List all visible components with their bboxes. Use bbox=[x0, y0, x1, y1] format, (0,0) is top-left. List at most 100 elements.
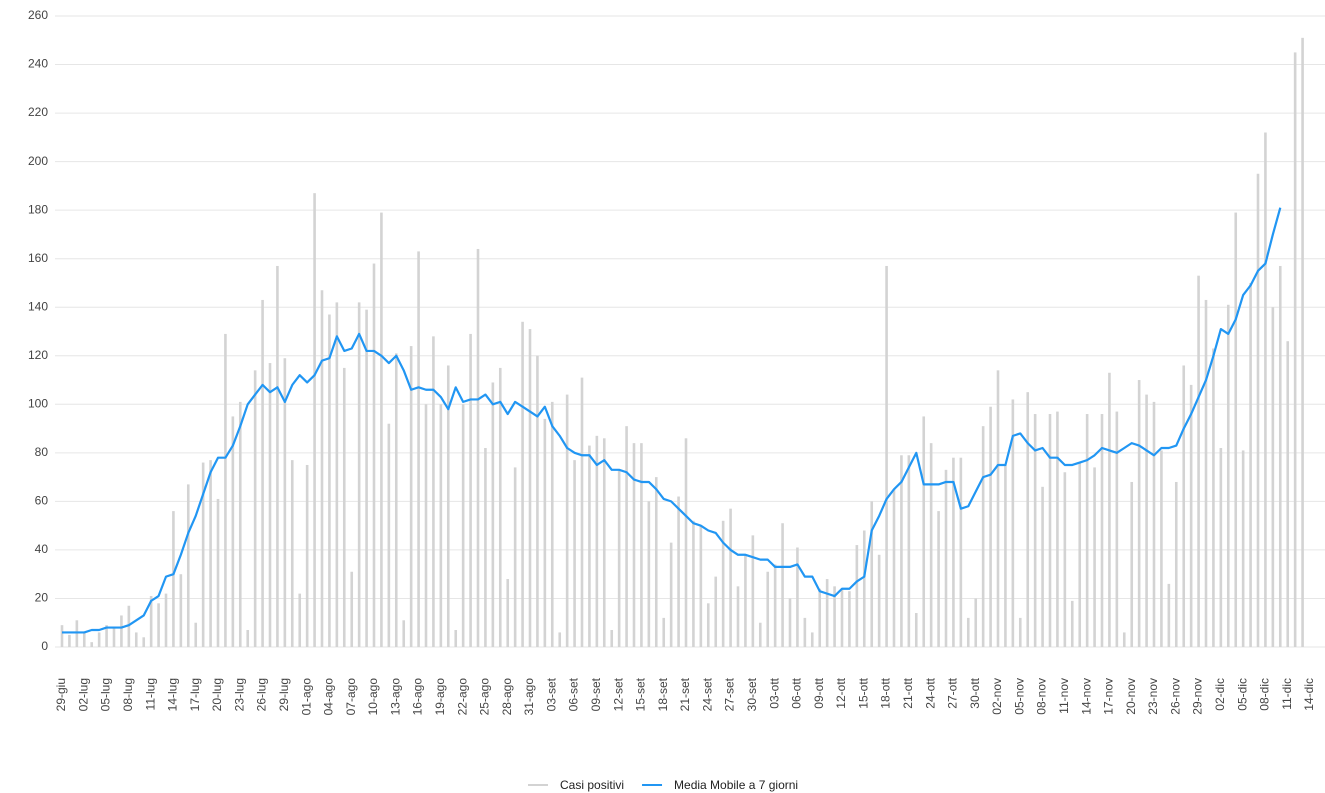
y-tick-label: 120 bbox=[28, 348, 48, 362]
bar bbox=[105, 625, 108, 647]
x-tick-label: 26-lug bbox=[255, 678, 269, 711]
x-tick-label: 05-dic bbox=[1235, 678, 1249, 711]
bar bbox=[476, 248, 480, 647]
bar bbox=[900, 455, 903, 647]
bar bbox=[580, 377, 584, 647]
bar bbox=[1226, 304, 1230, 647]
bar bbox=[855, 545, 859, 647]
bar bbox=[491, 382, 495, 647]
bar bbox=[974, 598, 978, 647]
bar bbox=[773, 564, 777, 647]
bar bbox=[729, 508, 732, 647]
x-tick-label: 05-nov bbox=[1012, 678, 1026, 715]
x-tick-label: 28-ago bbox=[500, 678, 514, 716]
bar bbox=[82, 632, 86, 647]
y-tick-label: 20 bbox=[35, 591, 49, 605]
x-tick-label: 14-dic bbox=[1302, 678, 1316, 711]
x-tick-label: 15-set bbox=[634, 677, 648, 711]
bar bbox=[253, 370, 257, 647]
legend-label: Media Mobile a 7 giorni bbox=[674, 778, 798, 792]
y-tick-label: 240 bbox=[28, 57, 48, 71]
x-tick-label: 13-ago bbox=[388, 678, 402, 716]
y-tick-label: 200 bbox=[28, 154, 48, 168]
x-tick-label: 19-ago bbox=[433, 678, 447, 716]
bar bbox=[937, 511, 940, 647]
x-tick-label: 20-lug bbox=[210, 678, 224, 711]
bar bbox=[1115, 411, 1119, 647]
bar bbox=[959, 457, 963, 647]
bar bbox=[97, 632, 101, 647]
bar bbox=[1286, 341, 1290, 647]
x-tick-label: 31-ago bbox=[522, 678, 536, 716]
y-tick-label: 220 bbox=[28, 105, 48, 119]
bar bbox=[179, 574, 183, 647]
bar bbox=[588, 445, 591, 647]
bar bbox=[1256, 173, 1260, 647]
bar bbox=[885, 265, 888, 647]
x-tick-label: 29-nov bbox=[1191, 678, 1205, 715]
x-tick-label: 17-lug bbox=[188, 678, 202, 711]
bar bbox=[1018, 617, 1022, 647]
x-tick-label: 23-lug bbox=[232, 678, 246, 711]
x-tick-label: 15-ott bbox=[856, 677, 870, 708]
bar bbox=[1189, 384, 1193, 647]
bar bbox=[172, 511, 175, 647]
line bbox=[62, 207, 1282, 634]
x-tick-label: 18-set bbox=[656, 677, 670, 711]
y-tick-label: 260 bbox=[28, 8, 48, 22]
x-tick-label: 24-set bbox=[700, 677, 714, 711]
bar bbox=[469, 333, 472, 647]
bar bbox=[365, 309, 368, 647]
bar bbox=[439, 404, 443, 647]
bar bbox=[380, 212, 383, 648]
bar bbox=[602, 438, 606, 647]
bar bbox=[313, 193, 316, 647]
bar bbox=[654, 477, 658, 647]
bar bbox=[446, 365, 450, 647]
bar bbox=[922, 416, 926, 647]
bar bbox=[75, 620, 79, 647]
x-tick-label: 17-nov bbox=[1102, 678, 1116, 715]
y-tick-label: 100 bbox=[28, 396, 48, 410]
bar bbox=[595, 435, 599, 647]
bar bbox=[164, 593, 168, 647]
bar bbox=[454, 630, 458, 647]
bar bbox=[1085, 414, 1089, 647]
bar bbox=[647, 501, 651, 647]
bar bbox=[216, 498, 220, 647]
legend: Casi positivi Media Mobile a 7 giorni bbox=[528, 778, 798, 792]
bar bbox=[194, 622, 198, 647]
x-tick-label: 21-set bbox=[678, 677, 692, 711]
bar bbox=[736, 586, 740, 647]
bar bbox=[781, 523, 784, 647]
bar bbox=[417, 251, 420, 647]
bar bbox=[907, 455, 911, 647]
bar bbox=[1100, 414, 1104, 647]
bar bbox=[268, 363, 272, 647]
bar bbox=[966, 617, 970, 647]
bar bbox=[283, 358, 287, 647]
bar bbox=[803, 617, 807, 647]
bar bbox=[1070, 600, 1074, 647]
bar bbox=[573, 460, 576, 647]
bar bbox=[134, 632, 138, 647]
bar bbox=[744, 554, 747, 647]
bar bbox=[186, 484, 190, 647]
bar bbox=[996, 370, 1000, 647]
bar bbox=[394, 353, 398, 647]
bar bbox=[1004, 464, 1007, 647]
bar bbox=[840, 588, 844, 647]
bar bbox=[1293, 52, 1297, 647]
x-tick-label: 02-dic bbox=[1213, 678, 1227, 711]
bar bbox=[320, 290, 324, 647]
bar bbox=[528, 329, 532, 647]
bar bbox=[1219, 447, 1223, 647]
bar bbox=[669, 542, 673, 647]
bar bbox=[848, 591, 851, 647]
bar bbox=[751, 535, 755, 647]
x-tick-label: 11-nov bbox=[1057, 678, 1071, 714]
bar bbox=[513, 467, 517, 647]
x-tick-label: 11-dic bbox=[1280, 678, 1294, 710]
bar bbox=[1093, 467, 1096, 647]
